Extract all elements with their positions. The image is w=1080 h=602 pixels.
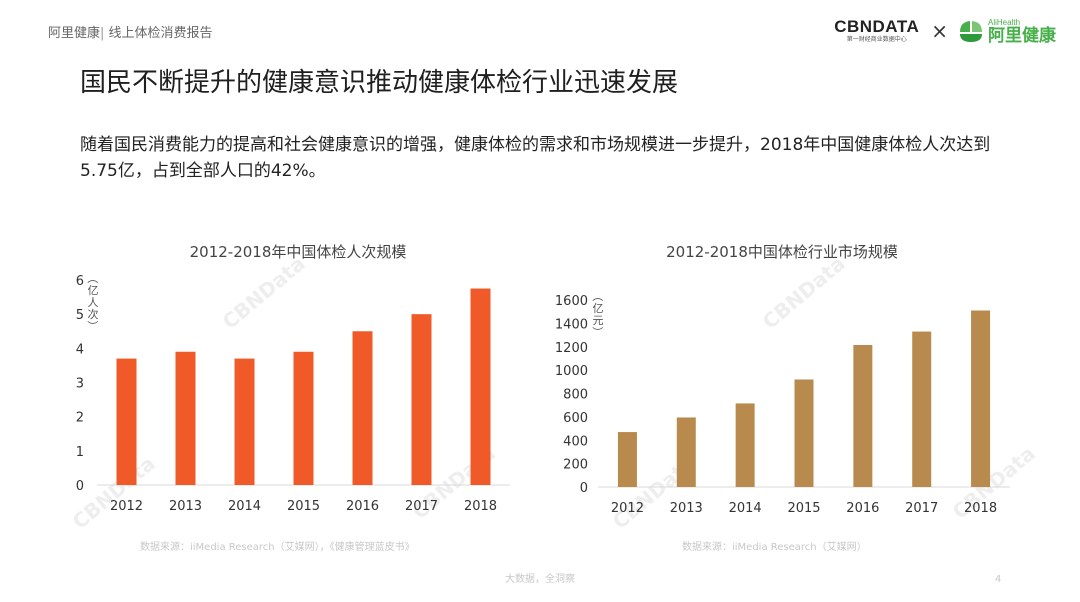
chart-title-right: 2012-2018中国体检行业市场规模 — [666, 243, 898, 261]
y-axis-label-char: ） — [591, 327, 604, 338]
x-tick-label: 2018 — [464, 499, 497, 514]
y-tick-label: 1600 — [555, 294, 588, 309]
x-tick-label: 2012 — [611, 501, 644, 516]
bar — [116, 358, 137, 485]
page-title: 国民不断提升的健康意识推动健康体检行业迅速发展 — [80, 68, 679, 98]
footer-slogan: 大数据，全洞察 — [505, 572, 575, 585]
x-tick-label: 2018 — [964, 501, 997, 516]
bar — [293, 351, 314, 485]
y-tick-label: 600 — [563, 411, 588, 426]
x-tick-label: 2013 — [169, 499, 202, 514]
y-axis-label-char: 元 — [593, 314, 604, 327]
bar — [352, 331, 373, 485]
cbndata-logo-sub: 第一财经商业数据中心 — [846, 36, 907, 43]
source-right: 数据来源：iiMedia Research（艾媒网） — [682, 540, 867, 553]
x-tick-label: 2015 — [287, 499, 320, 514]
y-tick-label: 3 — [76, 377, 84, 392]
bar — [912, 331, 932, 487]
source-left: 数据来源：iiMedia Research（艾媒网），《健康管理蓝皮书》 — [140, 540, 415, 553]
y-tick-label: 200 — [563, 458, 588, 473]
bar — [853, 344, 873, 487]
y-axis-label-char: ） — [86, 321, 99, 332]
watermark: CBNData — [218, 251, 310, 334]
header-report-name: 线上体检消费报告 — [104, 26, 213, 41]
bar — [735, 403, 755, 487]
y-tick-label: 5 — [76, 308, 84, 323]
footer-page-number: 4 — [995, 574, 1001, 585]
alihealth-logo: AliHealth 阿里健康 — [958, 18, 1056, 45]
y-tick-label: 1000 — [555, 364, 588, 379]
x-tick-label: 2014 — [228, 499, 261, 514]
x-tick-label: 2017 — [905, 501, 938, 516]
times-icon: × — [931, 19, 948, 43]
chart-title-left: 2012-2018年中国体检人次规模 — [190, 243, 407, 261]
y-axis-label-char: 亿 — [88, 284, 99, 297]
cbndata-logo-name: CBNDATA — [834, 17, 920, 36]
y-tick-label: 0 — [76, 479, 84, 494]
y-tick-label: 1 — [76, 445, 84, 460]
y-tick-label: 1200 — [555, 341, 588, 356]
x-tick-label: 2015 — [787, 501, 820, 516]
header-separator: | — [100, 26, 105, 41]
report-header: 阿里健康| 线上体检消费报告 — [48, 22, 213, 41]
y-tick-label: 6 — [76, 274, 84, 289]
bar — [175, 351, 196, 485]
alihealth-logo-en: AliHealth — [988, 17, 1021, 27]
cbndata-logo: CBNDATA 第一财经商业数据中心 — [834, 18, 919, 44]
bar — [617, 432, 637, 487]
bar-chart-right: 0 200 400 600 800 1000 1200 1400 1600 （亿元） 2012 201… — [555, 291, 1010, 516]
bar — [794, 379, 814, 487]
bar — [234, 358, 255, 485]
x-tick-label: 2017 — [405, 499, 438, 514]
intro-paragraph: 随着国民消费能力的提高和社会健康意识的增强，健康体检的需求和市场规模进一步提升，… — [80, 135, 991, 181]
y-axis-label-char: （ — [591, 291, 604, 302]
x-tick-label: 2012 — [110, 499, 143, 514]
y-axis-label-char: 人 — [88, 296, 99, 309]
alihealth-logo-cn: 阿里健康 — [988, 25, 1056, 46]
y-tick-label: 0 — [580, 481, 588, 496]
y-axis-label-char: 次 — [88, 307, 99, 321]
y-tick-label: 800 — [563, 388, 588, 403]
y-tick-label: 1400 — [555, 317, 588, 332]
y-axis-label-char: 亿 — [593, 302, 604, 315]
y-tick-label: 4 — [76, 342, 84, 357]
y-tick-label: 400 — [563, 434, 588, 449]
bar — [411, 314, 432, 485]
y-axis-label-char: （ — [86, 273, 99, 284]
bar — [971, 310, 991, 487]
watermark: CBNData — [758, 251, 850, 334]
partner-logos: CBNDATA 第一财经商业数据中心 × AliHealth 阿里健康 — [834, 14, 1056, 48]
bar-chart-left: 0 1 2 3 4 5 6 （亿人次） 2012 2013 2014 2015 2016 2017 2018 — [76, 273, 510, 514]
alihealth-leaf-icon — [960, 21, 982, 42]
x-tick-label: 2016 — [346, 499, 379, 514]
x-tick-label: 2016 — [846, 501, 879, 516]
y-tick-label: 2 — [76, 411, 84, 426]
x-tick-label: 2013 — [670, 501, 703, 516]
x-tick-label: 2014 — [729, 501, 762, 516]
bar — [470, 288, 491, 485]
header-brand: 阿里健康 — [48, 26, 101, 41]
bar — [676, 417, 696, 487]
